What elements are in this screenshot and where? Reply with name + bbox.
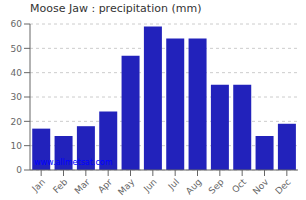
svg-text:Apr: Apr (96, 177, 114, 195)
svg-text:30: 30 (11, 92, 23, 102)
svg-text:Dec: Dec (273, 177, 292, 196)
svg-text:Oct: Oct (230, 177, 248, 195)
svg-text:50: 50 (11, 44, 23, 54)
svg-text:Nov: Nov (251, 176, 271, 196)
svg-text:Feb: Feb (51, 177, 70, 196)
svg-text:Mar: Mar (73, 177, 92, 196)
html-text:www.allmetsat.com: www.allmetsat.com (34, 158, 113, 167)
svg-text:20: 20 (11, 117, 23, 127)
svg-text:Sep: Sep (207, 177, 226, 196)
svg-text:40: 40 (11, 68, 23, 78)
svg-text:0: 0 (16, 165, 22, 175)
svg-text:Jun: Jun (141, 177, 159, 195)
svg-text:Jul: Jul (166, 177, 181, 192)
svg-text:Jan: Jan (30, 177, 48, 195)
html-text:Moose Jaw : precipitation (mm): Moose Jaw : precipitation (mm) (30, 2, 202, 15)
svg-text:Aug: Aug (184, 177, 204, 197)
svg-text:60: 60 (11, 19, 23, 29)
svg-text:May: May (116, 176, 137, 197)
svg-text:10: 10 (11, 141, 23, 151)
